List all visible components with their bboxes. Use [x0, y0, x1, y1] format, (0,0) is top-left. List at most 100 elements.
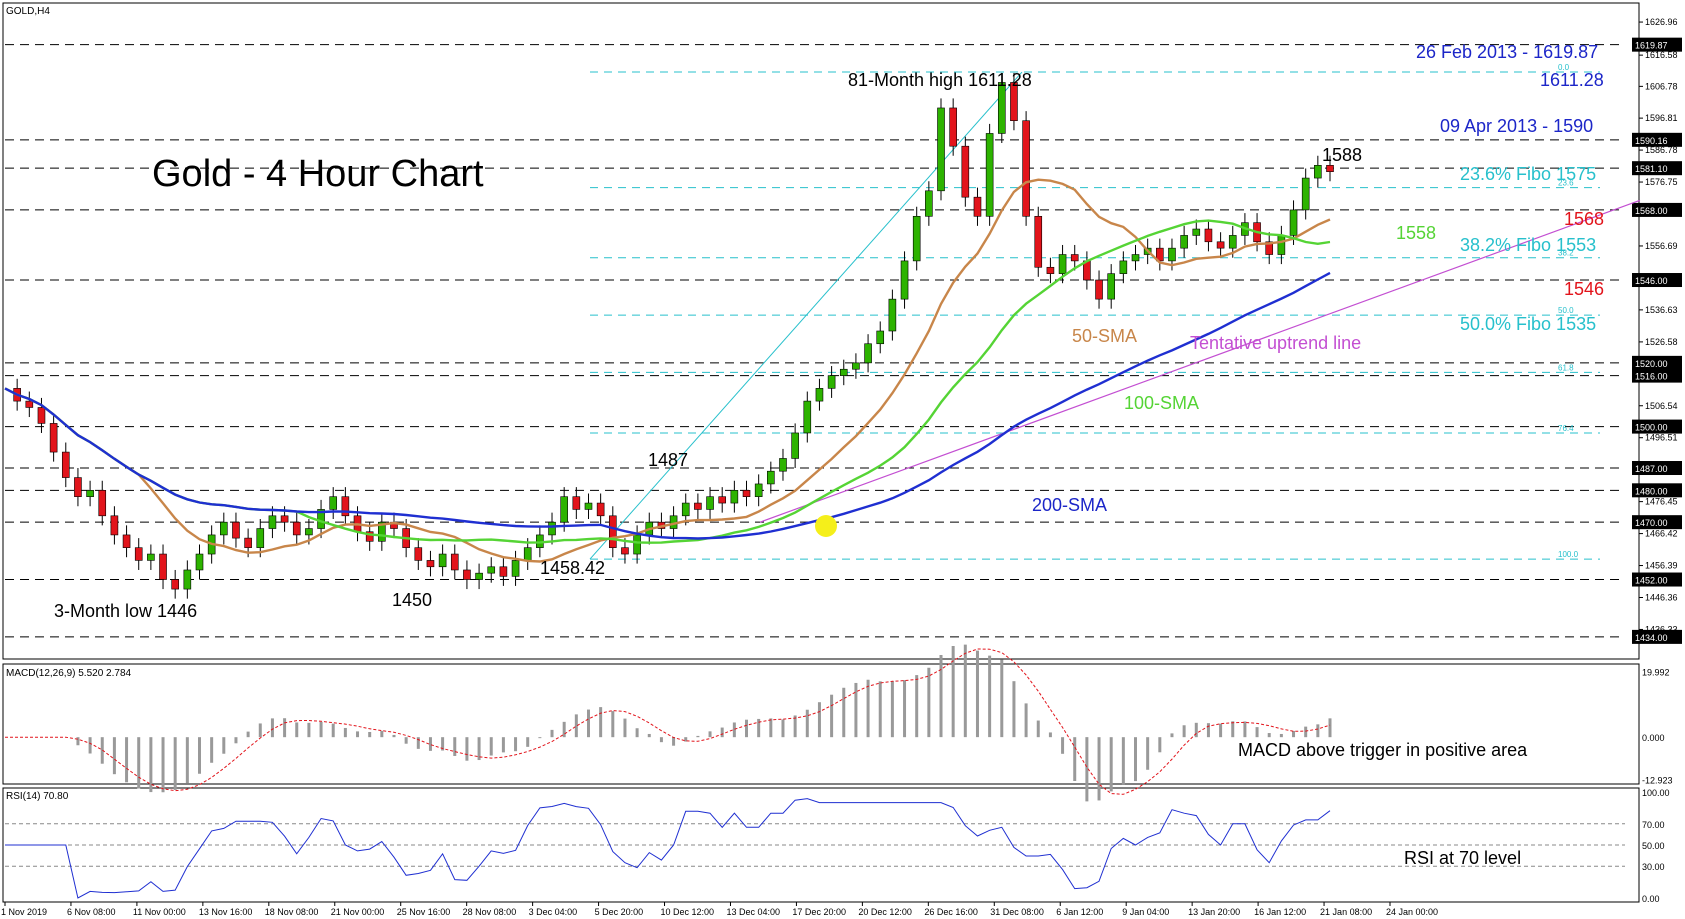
time-tick-label: 11 Nov 00:00	[133, 907, 186, 917]
candle-body	[1058, 254, 1067, 274]
candle-body	[839, 368, 848, 376]
chart-title: Gold - 4 Hour Chart	[152, 153, 484, 195]
fibo-label: 0.0	[1558, 63, 1570, 72]
level-tag	[1632, 461, 1682, 476]
uptrend-line	[759, 199, 1641, 523]
level-tag-label: 1434.00	[1635, 633, 1668, 643]
fibo-label: 76.4	[1558, 424, 1574, 433]
time-tick-label: 1 Nov 2019	[1, 907, 47, 917]
candle-body	[37, 407, 46, 424]
candle-body	[463, 569, 471, 580]
time-tick-label: 5 Dec 20:00	[595, 907, 644, 917]
level-tag-label: 1546.00	[1635, 276, 1668, 286]
moving-averages	[4, 178, 1331, 563]
candle-body	[1010, 82, 1018, 122]
annotation-1450: 1450	[392, 590, 432, 610]
candle-body	[49, 423, 58, 453]
price-tick-label: 1586.78	[1645, 145, 1678, 155]
level-tag-label: 1520.00	[1635, 359, 1668, 369]
candle-body	[110, 515, 119, 536]
price-tick-label: 1456.39	[1645, 561, 1678, 571]
level-tag-label: 1516.00	[1635, 372, 1668, 382]
candle-body	[1046, 266, 1055, 274]
candle-body	[1277, 235, 1286, 255]
rsi-series: 100.00 70.00 50.00 30.00 0.00	[5, 788, 1670, 904]
candle-body	[1204, 228, 1213, 243]
fibonacci-levels: 0.0 23.6 38.2 50.0 61.8 76.4 100.0	[589, 63, 1641, 560]
candle-body	[25, 400, 34, 408]
annotation-100-sma: 100-SMA	[1124, 393, 1199, 413]
candle-body	[633, 534, 641, 555]
candle-body	[499, 566, 508, 577]
macd-series: 19.992 0.000 -12.923	[5, 644, 1673, 802]
candle-body	[803, 400, 812, 434]
candle-body	[572, 496, 581, 510]
price-tick-label: 1616.58	[1645, 50, 1678, 60]
annotation-uptrend: Tentative uptrend line	[1190, 333, 1361, 353]
candle-body	[134, 547, 143, 561]
candle-body	[779, 458, 787, 472]
candle-body	[1326, 165, 1334, 172]
candle-body	[791, 432, 799, 459]
price-axis-ticks: 1626.96 1616.58 1606.78 1596.81 1586.78 1576.…	[1639, 17, 1678, 634]
level-tag	[1632, 161, 1682, 176]
price-tick-label: 1596.81	[1645, 113, 1678, 123]
level-tag	[1632, 629, 1682, 644]
annotation-81-month-high: 81-Month high 1611.28	[848, 70, 1032, 90]
price-tick-label: 1496.51	[1645, 433, 1678, 443]
time-tick-label: 24 Jan 00:00	[1386, 907, 1438, 917]
candle-body	[232, 521, 240, 539]
candle-body	[523, 547, 532, 561]
time-tick-label: 6 Nov 08:00	[67, 907, 116, 917]
candle-body	[195, 553, 204, 571]
fibo-label: 50.0	[1558, 306, 1574, 315]
macd-panel	[2, 663, 1640, 785]
candle-body	[973, 196, 982, 217]
price-tick-label: 1606.78	[1645, 81, 1678, 91]
candle-body	[961, 145, 970, 198]
level-tag-label: 1568.00	[1635, 206, 1668, 216]
candle-body	[608, 515, 617, 548]
price-tick-label: 1466.42	[1645, 529, 1678, 539]
candle-body	[1095, 279, 1103, 300]
price-tick-label: 1556.69	[1645, 241, 1678, 251]
candle-body	[706, 496, 714, 510]
time-tick-label: 3 Dec 04:00	[529, 907, 578, 917]
price-tick-label: 1476.45	[1645, 497, 1678, 507]
time-tick-label: 13 Dec 04:00	[726, 907, 780, 917]
candle-body	[925, 190, 933, 217]
candle-body	[292, 521, 301, 536]
annotation-1558: 1558	[1396, 223, 1436, 243]
candle-body	[1192, 228, 1201, 236]
candle-body	[1301, 177, 1310, 211]
candle-body	[584, 502, 593, 510]
candle-body	[681, 502, 690, 517]
level-tag	[1632, 515, 1682, 530]
candle-body	[171, 579, 179, 590]
fibo-label: 38.2	[1558, 249, 1574, 258]
candle-body	[560, 496, 568, 523]
candle-body	[937, 107, 945, 192]
level-tag	[1632, 37, 1682, 52]
annotation-50-sma: 50-SMA	[1072, 326, 1137, 346]
macd-tick-label: 19.992	[1642, 667, 1670, 677]
candle-body	[852, 362, 860, 370]
rsi-label: RSI(14) 70.80	[6, 791, 69, 802]
time-tick-label: 26 Dec 16:00	[924, 907, 978, 917]
price-tick-label: 1506.54	[1645, 401, 1678, 411]
candle-body	[1034, 215, 1043, 268]
level-tag-label: 1581.10	[1635, 164, 1668, 174]
price-tick-label: 1446.36	[1645, 593, 1678, 603]
annotation-1458: 1458.42	[540, 558, 605, 578]
level-tag	[1632, 355, 1682, 370]
candle-body	[1022, 120, 1030, 217]
fibo-label: 23.6	[1558, 179, 1574, 188]
candle-body	[754, 483, 763, 497]
rsi-tick-label: 50.00	[1642, 841, 1665, 851]
candle-body	[694, 502, 702, 510]
level-tag	[1632, 572, 1682, 587]
time-tick-label: 21 Jan 08:00	[1320, 907, 1372, 917]
candle-body	[1168, 247, 1176, 262]
candle-body	[244, 537, 252, 548]
